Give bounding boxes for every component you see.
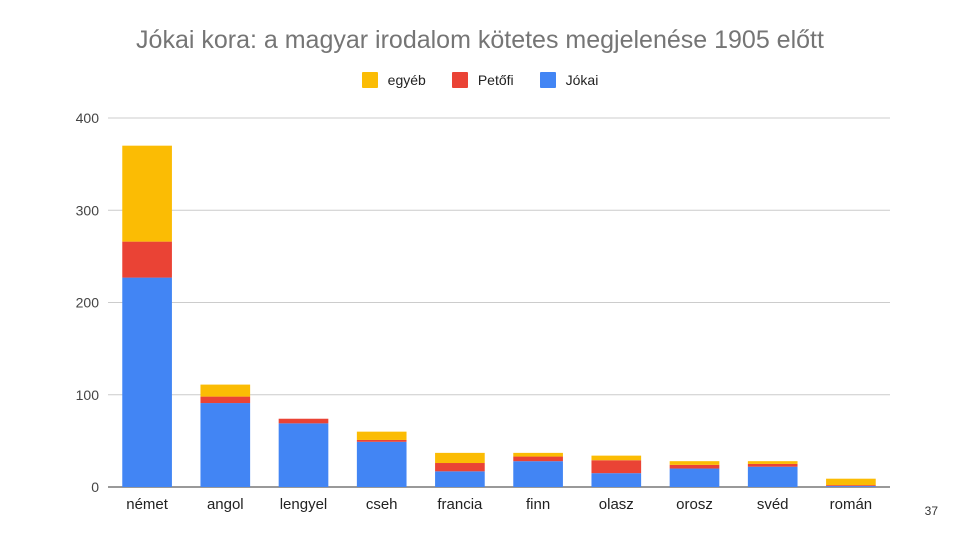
x-tick-label-angol: angol [207,496,244,513]
x-tick-label-finn: finn [526,496,550,513]
bar-francia-petofi [435,463,485,472]
bar-roman-egyeb [826,478,876,486]
x-tick-label-sved: svéd [757,496,789,513]
bar-angol-petofi [200,396,251,404]
bar-nemet-jokai [122,277,172,487]
y-tick-label-0: 0 [91,479,99,495]
chart-title: Jókai kora: a magyar irodalom kötetes me… [136,26,824,54]
x-tick-label-orosz: orosz [676,496,713,513]
bar-cseh-jokai [356,441,407,487]
legend-item-jokai: Jókai [539,72,599,88]
x-tick-label-cseh: cseh [366,496,398,513]
bar-angol-jokai [200,403,251,487]
bar-sved-petofi [747,463,798,467]
page-number: 37 [924,504,938,518]
bar-olasz-petofi [591,460,642,474]
bar-cseh-egyeb [356,431,407,440]
bar-orosz-egyeb [669,461,720,465]
legend-item-egyeb: egyéb [361,72,426,88]
legend-swatch-petofi [451,72,468,88]
x-tick-label-roman: román [830,496,873,513]
bar-francia-jokai [435,471,485,487]
bar-francia-egyeb [435,452,485,464]
y-tick-label-300: 300 [76,202,100,218]
bar-roman-jokai [826,486,876,487]
legend-label-petofi: Petőfi [477,72,514,88]
bar-olasz-egyeb [591,455,642,461]
y-tick-label-100: 100 [76,387,100,403]
bar-finn-jokai [513,461,563,487]
bar-olasz-jokai [591,473,642,487]
bar-orosz-jokai [669,468,720,487]
bar-cseh-petofi [356,439,407,442]
legend-item-petofi: Petőfi [451,72,514,88]
bar-orosz-petofi [669,464,720,469]
bar-sved-egyeb [747,461,798,464]
bar-nemet-petofi [122,241,172,278]
legend-label-jokai: Jókai [565,72,599,88]
bar-sved-jokai [747,466,798,487]
bar-finn-petofi [513,456,563,462]
y-tick-label-400: 400 [76,110,100,126]
legend-label-egyeb: egyéb [387,72,426,88]
chart-legend: egyéb Petőfi Jókai [0,72,960,88]
y-tick-label-200: 200 [76,295,100,311]
x-tick-label-olasz: olasz [599,496,634,513]
bar-angol-egyeb [200,384,251,397]
x-tick-label-nemet: német [126,496,169,513]
bar-lengyel-petofi [278,418,329,424]
legend-swatch-jokai [539,72,556,88]
x-tick-label-francia: francia [437,496,483,513]
bar-finn-egyeb [513,452,563,457]
bar-roman-petofi [826,485,876,487]
bar-nemet-egyeb [122,145,172,242]
bar-lengyel-jokai [278,423,329,487]
legend-swatch-egyeb [361,72,378,88]
x-tick-label-lengyel: lengyel [280,496,328,513]
